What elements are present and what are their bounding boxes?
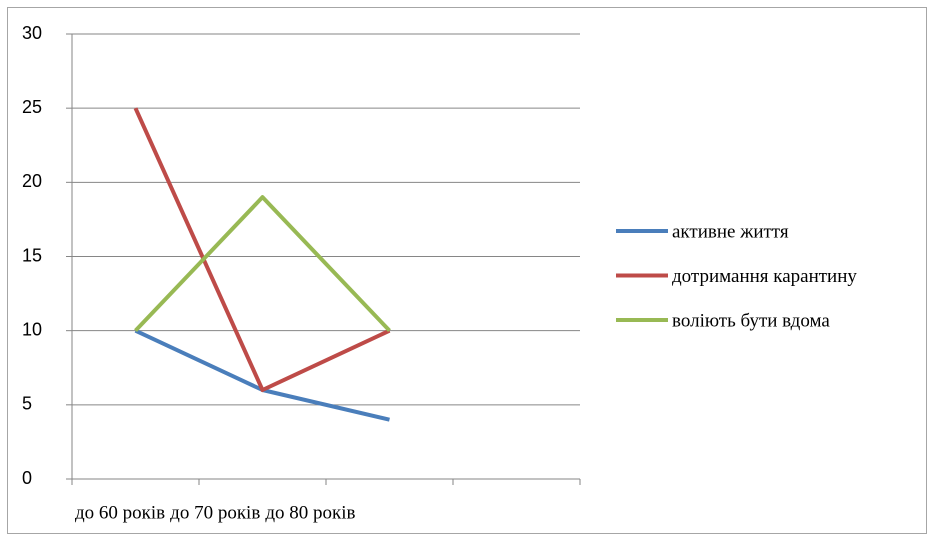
y-tick-label: 15: [22, 245, 42, 265]
y-tick-label: 20: [22, 171, 42, 191]
y-tick-label: 0: [22, 468, 32, 488]
x-tick-label: до 80 років: [265, 502, 355, 523]
x-tick-label: до 70 років: [170, 502, 260, 523]
legend-label: воліють бути вдома: [672, 310, 830, 331]
y-tick-label: 5: [22, 394, 32, 414]
legend-label: активне життя: [672, 221, 789, 242]
y-tick-label: 10: [22, 319, 42, 339]
y-tick-label: 30: [22, 23, 42, 43]
y-tick-label: 25: [22, 97, 42, 117]
series-line: [133, 107, 391, 392]
chart-frame: [7, 7, 927, 534]
legend-label: дотримання карантину: [672, 266, 857, 287]
x-tick-label: до 60 років: [75, 502, 165, 523]
series-line: [134, 195, 391, 333]
